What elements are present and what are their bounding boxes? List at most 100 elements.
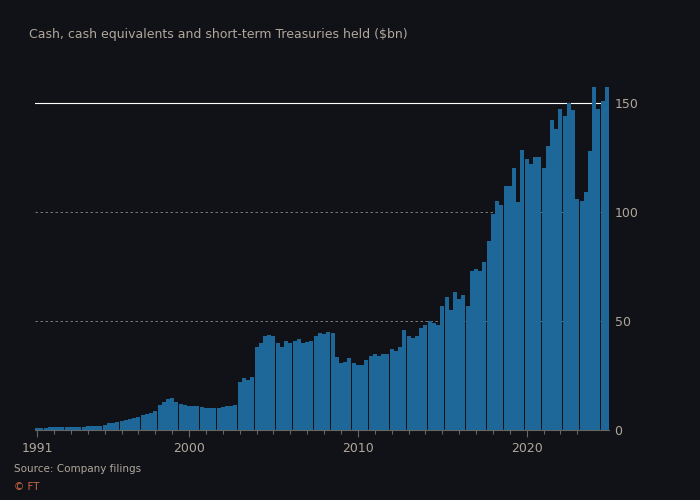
Bar [512,168,516,430]
Bar [267,336,271,430]
Bar [436,325,440,430]
Bar [517,202,520,430]
Bar [407,336,410,430]
Bar [86,426,90,430]
Bar [356,364,360,430]
Bar [605,87,609,430]
Bar [444,297,449,430]
Bar [559,110,563,430]
Bar [474,268,478,430]
Bar [503,186,507,430]
Bar [554,129,558,430]
Bar [136,417,141,430]
Text: Source: Company filings: Source: Company filings [14,464,141,474]
Bar [567,102,571,430]
Bar [453,292,457,430]
Bar [584,192,588,430]
Bar [457,299,461,430]
Bar [538,158,541,430]
Bar [305,342,309,430]
Bar [592,87,596,430]
Bar [482,262,486,430]
Bar [128,419,132,430]
Bar [77,426,81,430]
Bar [116,422,119,430]
Bar [284,342,288,430]
Bar [415,336,419,430]
Bar [73,426,77,430]
Bar [149,413,153,430]
Bar [339,364,343,430]
Bar [419,328,424,430]
Bar [314,336,318,430]
Bar [297,340,301,430]
Bar [230,406,233,430]
Bar [276,342,280,430]
Bar [141,414,145,430]
Bar [246,380,250,430]
Bar [525,160,528,430]
Bar [52,427,56,430]
Bar [56,427,60,430]
Bar [529,164,533,430]
Bar [216,408,221,430]
Bar [272,336,276,430]
Bar [318,334,322,430]
Bar [124,420,127,430]
Bar [309,340,314,430]
Bar [212,408,216,430]
Bar [563,116,567,430]
Bar [394,352,398,430]
Bar [251,377,254,430]
Bar [440,306,444,430]
Bar [466,306,470,430]
Bar [521,150,524,430]
Bar [145,414,149,430]
Bar [234,405,237,430]
Bar [478,270,482,430]
Bar [449,310,453,430]
Bar [111,423,115,430]
Bar [330,333,335,430]
Bar [238,382,242,430]
Bar [263,336,267,430]
Bar [162,402,166,430]
Bar [187,406,191,430]
Bar [322,334,326,430]
Text: Cash, cash equivalents and short-term Treasuries held ($bn): Cash, cash equivalents and short-term Tr… [29,28,408,41]
Bar [550,120,554,430]
Bar [60,427,64,430]
Bar [588,150,592,430]
Bar [174,402,179,430]
Bar [601,100,605,430]
Bar [495,201,499,430]
Bar [132,418,137,430]
Bar [255,347,258,430]
Bar [382,354,385,430]
Bar [204,408,208,430]
Bar [486,242,491,430]
Bar [301,342,305,430]
Bar [364,360,368,430]
Bar [81,426,85,430]
Bar [259,342,262,430]
Bar [411,338,414,430]
Bar [195,406,199,430]
Bar [368,356,372,430]
Bar [377,356,381,430]
Bar [199,407,204,430]
Bar [347,358,351,430]
Bar [43,428,48,430]
Bar [90,426,94,430]
Bar [35,428,39,430]
Bar [191,406,195,430]
Bar [575,198,580,430]
Bar [546,146,550,430]
Bar [428,321,432,430]
Bar [402,330,406,430]
Bar [225,406,229,430]
Bar [398,347,402,430]
Bar [542,168,545,430]
Bar [183,405,187,430]
Bar [107,424,111,430]
